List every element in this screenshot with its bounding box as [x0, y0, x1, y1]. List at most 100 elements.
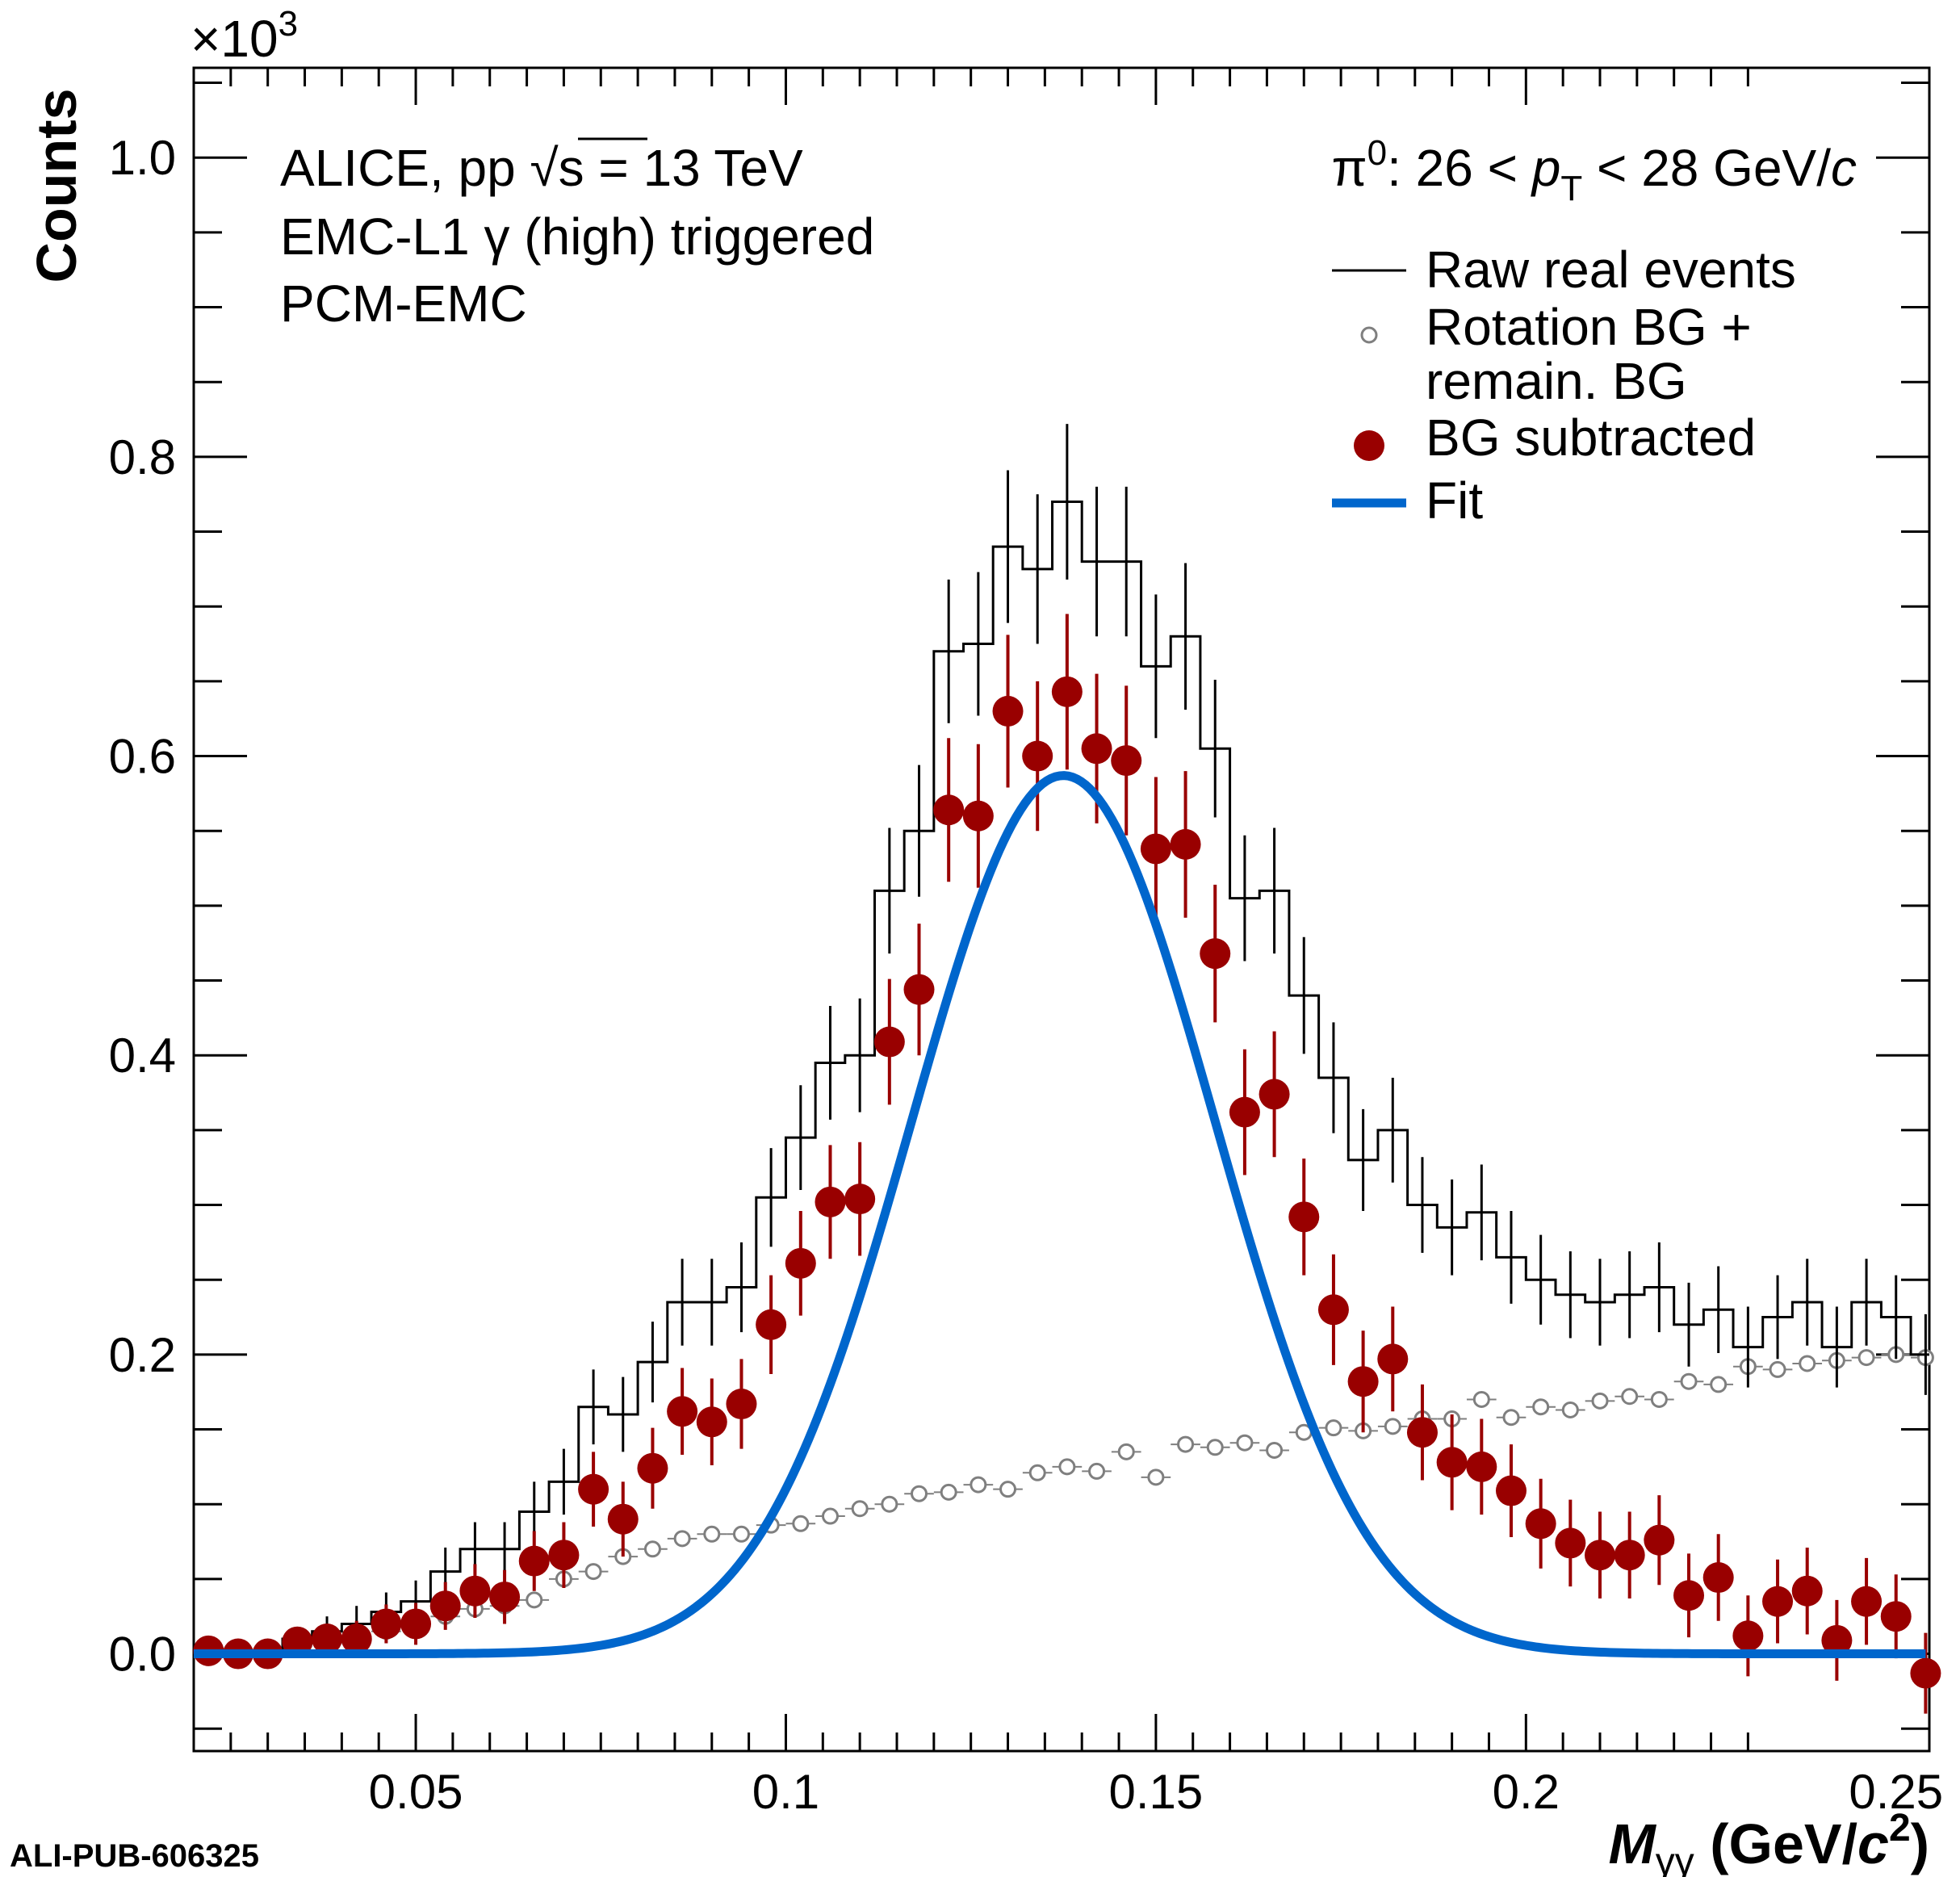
raw-events-series: [194, 424, 1929, 1660]
sub-point: [1821, 1624, 1853, 1656]
sub-point: [1466, 1451, 1497, 1482]
sub-point: [933, 794, 965, 826]
sub-point: [1022, 740, 1053, 772]
bg-point: [999, 1481, 1017, 1498]
legend-sub-label: BG subtracted: [1426, 408, 1756, 467]
sub-point: [1200, 938, 1231, 970]
sub-point: [1555, 1527, 1586, 1559]
bg-point: [1206, 1439, 1224, 1456]
sub-point: [873, 1026, 905, 1058]
sub-point: [1791, 1575, 1823, 1607]
bg-point: [911, 1485, 928, 1502]
x-tick-label: 0.25: [1849, 1765, 1943, 1819]
sub-point: [962, 800, 994, 832]
sub-point: [1762, 1586, 1794, 1617]
sub-point: [785, 1247, 816, 1279]
sub-point: [696, 1406, 727, 1438]
sub-point: [1347, 1366, 1379, 1397]
x-tick-label: 0.15: [1109, 1765, 1204, 1819]
sub-point: [1111, 745, 1142, 777]
y-tick-label: 0.4: [109, 1029, 176, 1083]
sub-point: [1259, 1079, 1290, 1110]
sub-point: [400, 1608, 432, 1640]
sub-point: [1910, 1657, 1941, 1689]
bg-point: [1799, 1355, 1816, 1372]
sub-point: [489, 1582, 521, 1613]
bg-point: [1650, 1390, 1668, 1408]
legend-bg-symbol: [1360, 326, 1378, 344]
bg-point: [970, 1476, 987, 1494]
bg-point: [821, 1507, 839, 1525]
sub-point: [1614, 1540, 1645, 1571]
sub-point: [667, 1396, 698, 1427]
x-tick-label: 0.2: [1493, 1765, 1560, 1819]
bg-point: [1384, 1418, 1401, 1435]
sub-point: [607, 1503, 639, 1535]
bg-point: [881, 1495, 898, 1513]
raw-histogram: [194, 500, 1929, 1654]
legend-fit-label: Fit: [1426, 471, 1483, 530]
sub-point: [903, 974, 935, 1005]
x-tick-labels: 0.05 0.1 0.15 0.2 0.25: [369, 1765, 1943, 1819]
x-tick-label: 0.05: [369, 1765, 463, 1819]
bg-point: [673, 1530, 691, 1548]
sub-point: [1525, 1508, 1556, 1540]
sub-point: [371, 1608, 402, 1640]
bg-point: [1621, 1388, 1639, 1406]
x-tick-label: 0.1: [752, 1765, 819, 1819]
bg-point: [1769, 1360, 1786, 1378]
sub-point: [844, 1184, 876, 1215]
sub-point: [1377, 1343, 1409, 1375]
y-tick-label: 0.2: [109, 1328, 176, 1382]
sub-point: [548, 1540, 580, 1571]
annotation-system: ALICE, pp √s = 13 TeV: [280, 139, 803, 197]
sub-point: [1673, 1580, 1705, 1611]
y-tick-label: 0.6: [109, 730, 176, 784]
sub-point: [1495, 1475, 1527, 1506]
annotation-trigger: EMC-L1 γ (high) triggered: [280, 207, 874, 266]
bg-point: [1266, 1441, 1284, 1459]
bg-point: [1561, 1401, 1579, 1418]
legend: Raw real events Rotation BG + remain. BG…: [1332, 241, 1796, 530]
bg-point: [1236, 1434, 1254, 1452]
sub-point: [1880, 1601, 1912, 1632]
sub-point: [1051, 676, 1083, 707]
fit-curve: [193, 771, 1926, 1659]
y-tick-label: 0.8: [109, 430, 176, 484]
y-tick-labels: 0.0 0.2 0.4 0.6 0.8 1.0: [109, 131, 176, 1681]
annotation-method: PCM-EMC: [280, 274, 527, 333]
plot-frame: [192, 66, 1931, 1753]
bg-point: [584, 1563, 602, 1581]
sub-point: [637, 1452, 668, 1484]
bg-point: [643, 1540, 661, 1558]
sub-point: [1229, 1096, 1260, 1128]
bg-point: [1117, 1443, 1135, 1460]
sub-point: [1585, 1540, 1616, 1571]
sub-point: [459, 1575, 491, 1607]
sub-point: [429, 1590, 461, 1622]
bg-point: [526, 1591, 543, 1609]
bg-point: [1058, 1458, 1076, 1476]
sub-point: [1436, 1447, 1468, 1478]
bg-point: [1147, 1469, 1165, 1486]
y-axis-title: Counts: [25, 88, 88, 283]
sub-point: [1081, 733, 1112, 765]
sub-point: [341, 1624, 372, 1654]
bg-point: [1325, 1419, 1342, 1437]
legend-bg-label-line2: remain. BG: [1426, 352, 1687, 410]
bg-point: [1710, 1376, 1728, 1393]
sub-point: [1317, 1294, 1349, 1326]
sub-point: [992, 695, 1024, 727]
bg-point: [1472, 1390, 1490, 1408]
bg-point: [1532, 1398, 1550, 1416]
bg-point: [1177, 1435, 1195, 1453]
legend-raw-label: Raw real events: [1426, 241, 1796, 299]
axis-ticks: [192, 68, 1929, 1751]
bg-point: [1088, 1462, 1106, 1480]
bg-point: [792, 1515, 810, 1532]
y-tick-label: 1.0: [109, 131, 176, 185]
bg-point: [940, 1483, 957, 1501]
watermark: ALI-PUB-606325: [10, 1838, 259, 1874]
sub-point: [312, 1624, 343, 1654]
